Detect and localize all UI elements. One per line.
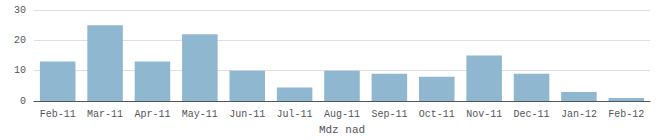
svg-text:Mar-11: Mar-11 (87, 109, 123, 120)
svg-text:May-11: May-11 (182, 109, 218, 120)
svg-text:Feb-11: Feb-11 (40, 109, 76, 120)
svg-text:10: 10 (14, 65, 26, 76)
svg-text:Jul-11: Jul-11 (277, 109, 313, 120)
svg-text:Sep-11: Sep-11 (371, 109, 407, 120)
svg-text:Oct-11: Oct-11 (419, 109, 455, 120)
svg-text:30: 30 (14, 5, 26, 16)
svg-text:Jan-12: Jan-12 (561, 109, 597, 120)
svg-text:Jun-11: Jun-11 (229, 109, 265, 120)
svg-text:20: 20 (14, 35, 26, 46)
svg-text:Mdz nad: Mdz nad (319, 124, 365, 136)
svg-text:0: 0 (20, 96, 26, 107)
svg-text:Aug-11: Aug-11 (324, 109, 360, 120)
svg-text:Nov-11: Nov-11 (466, 109, 502, 120)
svg-text:Apr-11: Apr-11 (134, 109, 170, 120)
svg-text:Dec-11: Dec-11 (514, 109, 550, 120)
svg-text:Feb-12: Feb-12 (608, 109, 644, 120)
